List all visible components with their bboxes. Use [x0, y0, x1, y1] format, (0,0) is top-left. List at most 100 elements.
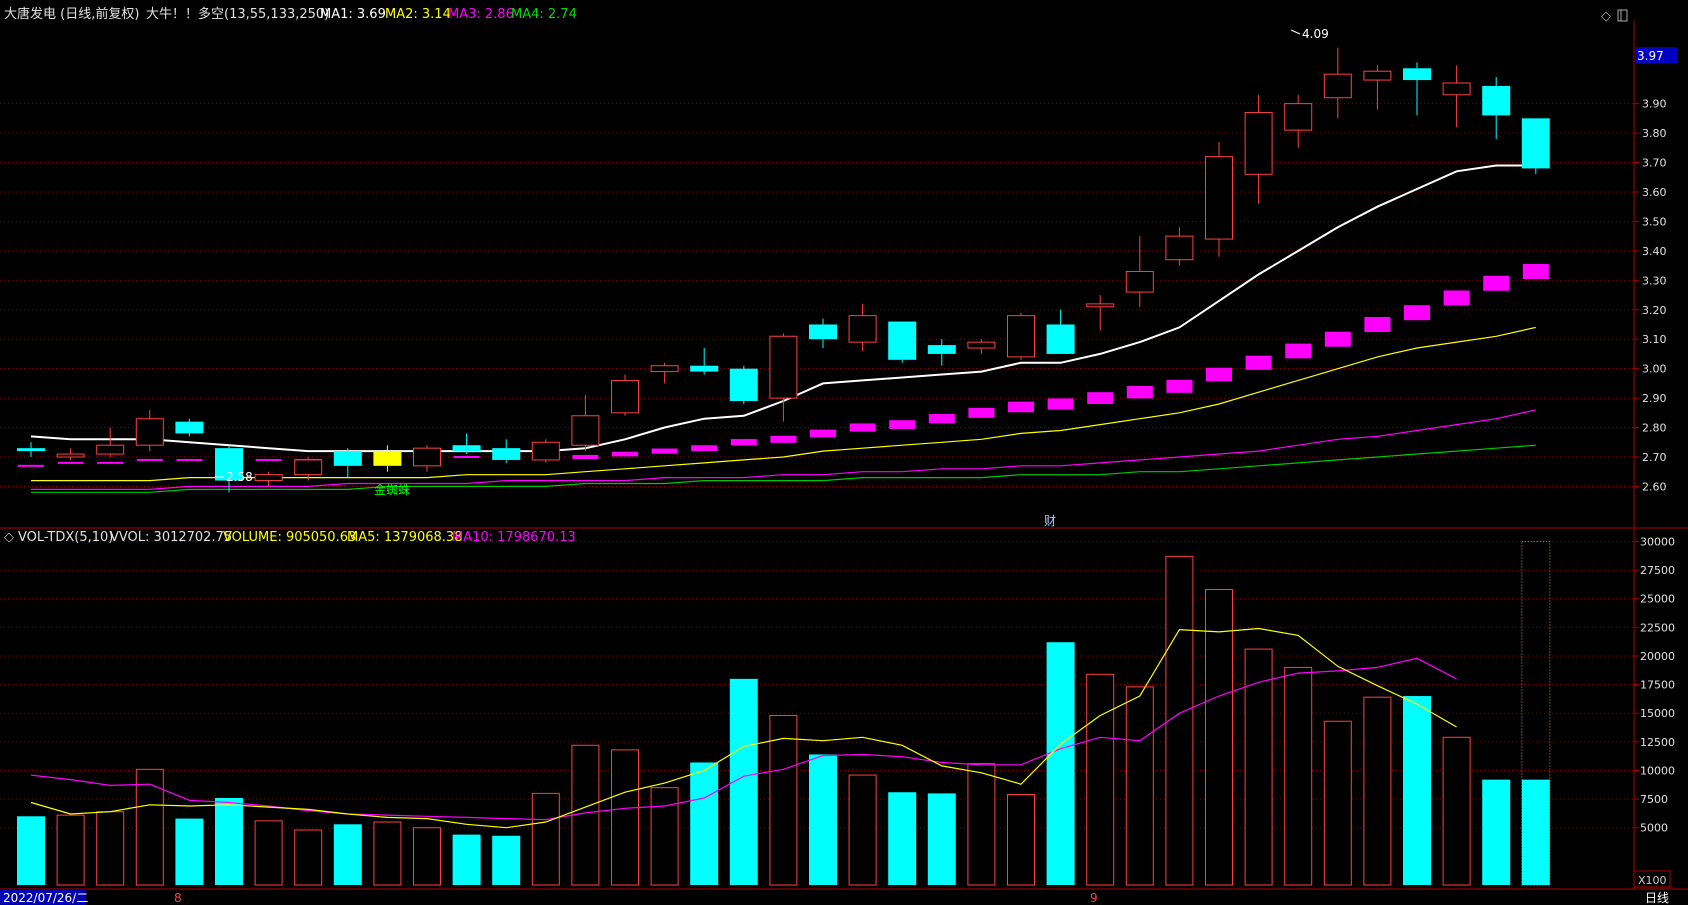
volume-bar-up [1086, 673, 1115, 886]
last-price-value: 3.97 [1637, 49, 1664, 63]
candle-body-down [1521, 118, 1550, 169]
last-price-tag [1635, 47, 1677, 63]
volume-bar-down [215, 797, 243, 885]
price-tick-label: 3.00 [1642, 363, 1667, 376]
mid-band-marker [1245, 355, 1272, 370]
volume-bar-up [96, 811, 125, 886]
vol-ma10-label: MA10: 1798670.13 [452, 530, 576, 545]
stock-title: 大唐发电 (日线,前复权) [4, 6, 139, 22]
mid-band-marker [1008, 401, 1034, 413]
ma3-line [31, 409, 1536, 490]
volume-tick-label: 7500 [1640, 793, 1668, 806]
candle-body-down [809, 324, 837, 340]
volume-ma5-line [30, 627, 1457, 829]
volume-bar-down [1403, 696, 1431, 885]
volume-bar-up [413, 827, 441, 886]
candle-body-up [294, 459, 323, 476]
candle-body-up [848, 315, 877, 343]
candle-body-down [729, 368, 758, 402]
volume-bar-up [135, 768, 164, 886]
mid-band-marker [1364, 316, 1391, 332]
volume-bar-up [1244, 648, 1273, 886]
date-cursor-label: 2022/07/26/二 [3, 891, 88, 905]
volume-bar-up [967, 763, 996, 886]
mid-band-marker [176, 458, 203, 461]
period-label[interactable]: 日线 [1645, 891, 1669, 905]
volume-bar-up [1007, 794, 1035, 886]
mid-band-marker [691, 445, 718, 452]
volume-bar-up [650, 787, 679, 886]
candle-body-up [1086, 303, 1115, 308]
volume-ma10-line [30, 657, 1457, 821]
candle-body-down [1046, 324, 1075, 354]
candle-body-down [690, 365, 719, 372]
volume-bar-down [1046, 642, 1075, 885]
mid-band-marker [612, 451, 638, 457]
candle-body-up [967, 341, 996, 349]
moving-average-lines [18, 164, 1549, 493]
candle-body-up [254, 474, 283, 482]
volume-bar-up [571, 744, 600, 886]
date-cursor-box[interactable] [0, 889, 86, 905]
vol-unit-label: X100 [1638, 874, 1667, 887]
mid-band-marker [1324, 331, 1351, 347]
mid-band-marker [57, 461, 84, 464]
mid-band-marker [968, 407, 995, 418]
finance-mark[interactable]: 财 [1044, 514, 1056, 528]
mid-band-marker [928, 414, 955, 424]
mid-band-marker [810, 429, 836, 438]
month-label-8: 8 [174, 891, 182, 905]
volume-bar-down [17, 816, 45, 885]
candle-body-up [1363, 70, 1392, 81]
volume-bar-up [373, 821, 402, 886]
volume-tick-label: 30000 [1640, 535, 1675, 548]
candle-body-up [769, 335, 798, 399]
mid-band-marker [572, 454, 599, 459]
volume-tick-label: 20000 [1640, 650, 1675, 663]
volume-bar-down [452, 834, 481, 885]
candle-body-down [17, 448, 45, 452]
pane-frames [0, 20, 1688, 890]
candle-body-marked [373, 451, 402, 466]
price-tick-label: 2.80 [1642, 422, 1667, 435]
vol-ma5-label: MA5: 1379068.38 [347, 530, 462, 545]
price-tick-label: 3.50 [1642, 215, 1667, 228]
candle-body-up [413, 447, 441, 467]
vol-menu-icon[interactable]: ◇ [4, 530, 14, 545]
volume-bar-up [1442, 736, 1471, 886]
indicator-label: 大牛！！多空(13,55,133,250) [146, 6, 329, 22]
volume-tick-label: 5000 [1640, 822, 1668, 835]
pattern-label: 金蜘蛛 [374, 482, 410, 497]
ma4-line [31, 444, 1536, 493]
price-tick-label: 3.70 [1642, 157, 1667, 170]
vol-unit-box [1633, 870, 1671, 888]
candle-body-up [1007, 315, 1035, 358]
window-icon[interactable] [1617, 9, 1628, 22]
volume-bar-up [531, 792, 560, 886]
mid-band-marker [1483, 275, 1510, 291]
volume-bar-up [769, 715, 798, 886]
volume-bars [17, 540, 1551, 886]
mid-band-marker [255, 458, 282, 461]
candle-body-up [1125, 270, 1154, 293]
price-tick-label: 3.30 [1642, 274, 1667, 287]
candle-body-down [927, 345, 956, 354]
candle-body-up [96, 444, 125, 455]
candle-body-up [1284, 103, 1313, 131]
volume-bar-down [927, 793, 956, 885]
mid-band-marker [889, 420, 916, 430]
volume-bar-down [1482, 779, 1511, 885]
ma3-label: MA3: 2.86 [448, 7, 514, 22]
volume-bar-down [809, 754, 837, 885]
volume-bar-up [611, 749, 639, 886]
candle-body-up [1165, 235, 1194, 261]
mid-band-marker [730, 439, 757, 446]
volume-bar-up [294, 829, 323, 886]
candle-body-up [1205, 156, 1233, 240]
candle-body-down [452, 445, 481, 452]
mid-band-marker [97, 461, 124, 464]
diamond-icon[interactable]: ◇ [1601, 9, 1611, 24]
mid-band-marker [770, 435, 797, 443]
candle-body-up [571, 415, 600, 446]
ma2-label: MA2: 3.14 [385, 7, 451, 22]
